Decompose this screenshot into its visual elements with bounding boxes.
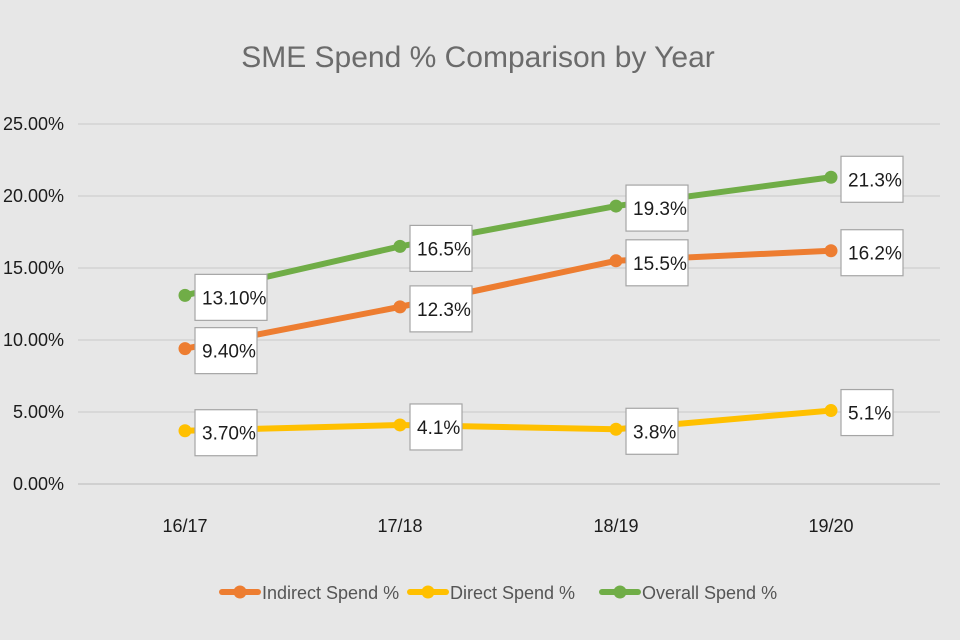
data-label-text: 16.2% (848, 244, 902, 265)
data-label: 21.3% (840, 155, 904, 203)
data-point (178, 288, 192, 302)
legend: Indirect Spend % Direct Spend % Overall Sp… (219, 583, 777, 603)
series-line (182, 407, 834, 434)
legend-item-overall-spend: Overall Spend % (599, 583, 777, 603)
y-tick-label: 25.00% (3, 114, 64, 134)
data-label-box (409, 403, 463, 451)
data-labels: 9.40% 12.3% 15.5% 16.2% 3.70% 4.1% 3.8% 5.1% 13.… (194, 155, 904, 457)
legend-swatch-marker (421, 585, 435, 599)
data-label: 4.1% (409, 403, 463, 451)
data-point (824, 170, 838, 184)
data-point (178, 342, 192, 356)
legend-label: Overall Spend % (642, 583, 777, 603)
series-lines (178, 170, 838, 438)
legend-item-indirect-spend: Indirect Spend % (219, 583, 399, 603)
y-tick-label: 10.00% (3, 330, 64, 350)
data-label: 16.5% (409, 224, 473, 272)
data-label: 12.3% (409, 285, 473, 333)
legend-swatch-marker (613, 585, 627, 599)
data-point (178, 424, 192, 438)
y-axis: 0.00% 5.00% 10.00% 15.00% 20.00% 25.00% (3, 114, 64, 494)
data-label-text: 9.40% (202, 342, 256, 363)
data-label-box (409, 224, 473, 272)
series-direct-spend (178, 404, 838, 438)
x-tick-label: 18/19 (593, 516, 638, 536)
data-label: 9.40% (194, 327, 258, 375)
legend-label: Indirect Spend % (262, 583, 399, 603)
data-point (609, 199, 623, 213)
data-label-box (840, 155, 904, 203)
data-point (824, 244, 838, 258)
data-label-box (840, 388, 894, 437)
data-label-text: 3.8% (633, 422, 676, 443)
y-tick-label: 5.00% (13, 402, 64, 422)
data-label-text: 5.1% (848, 404, 891, 425)
data-label: 16.2% (840, 229, 904, 277)
legend-swatch-marker (233, 585, 247, 599)
data-point (393, 300, 407, 314)
legend-label: Direct Spend % (450, 583, 575, 603)
data-label-box (625, 239, 689, 287)
data-label: 3.8% (625, 407, 679, 455)
data-label-box (625, 184, 689, 232)
series-line (182, 247, 834, 352)
data-point (609, 254, 623, 268)
data-label-text: 4.1% (417, 418, 460, 439)
x-tick-label: 16/17 (162, 516, 207, 536)
data-label: 19.3% (625, 184, 689, 232)
data-label-box (194, 273, 268, 321)
data-label-box (194, 409, 258, 457)
data-point (393, 239, 407, 253)
data-point (609, 422, 623, 436)
data-label: 15.5% (625, 239, 689, 287)
data-label-text: 15.5% (633, 254, 687, 275)
data-label-text: 16.5% (417, 239, 471, 260)
y-tick-label: 0.00% (13, 474, 64, 494)
data-point (824, 404, 838, 418)
legend-item-direct-spend: Direct Spend % (407, 583, 575, 603)
data-label: 3.70% (194, 409, 258, 457)
data-label-box (840, 229, 904, 277)
chart-title: SME Spend % Comparison by Year (241, 41, 715, 74)
data-label-text: 3.70% (202, 424, 256, 445)
data-label-box (194, 327, 258, 375)
x-tick-label: 17/18 (377, 516, 422, 536)
series-line (182, 174, 834, 299)
series-overall-spend (178, 170, 838, 302)
y-tick-label: 20.00% (3, 186, 64, 206)
data-label: 5.1% (840, 388, 894, 437)
x-axis: 16/17 17/18 18/19 19/20 (162, 516, 853, 536)
data-label-text: 21.3% (848, 170, 902, 191)
data-label-text: 19.3% (633, 199, 687, 220)
data-point (393, 418, 407, 432)
data-label-text: 13.10% (202, 288, 267, 309)
data-label-box (409, 285, 473, 333)
data-label-text: 12.3% (417, 300, 471, 321)
data-label: 13.10% (194, 273, 268, 321)
data-label-box (625, 407, 679, 455)
series-indirect-spend (178, 244, 838, 356)
y-tick-label: 15.00% (3, 258, 64, 278)
x-tick-label: 19/20 (808, 516, 853, 536)
